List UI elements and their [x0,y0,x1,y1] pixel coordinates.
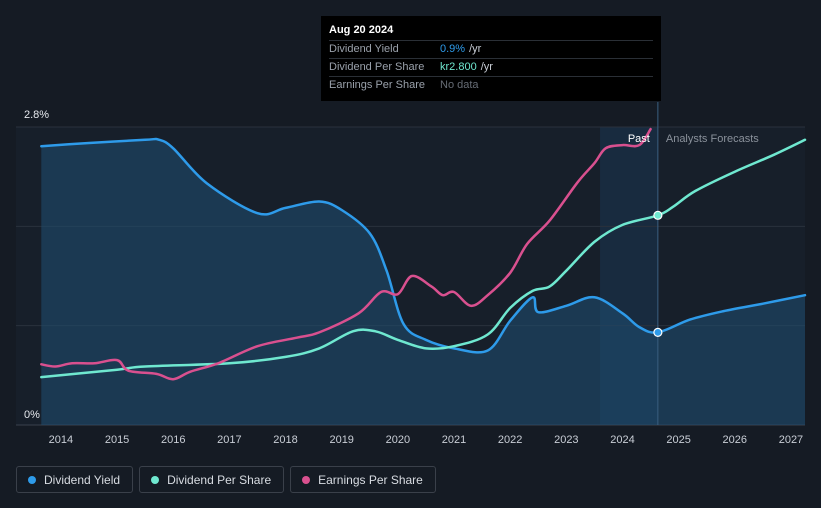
x-tick-label: 2017 [217,434,241,446]
legend-dot-icon [151,475,160,484]
forecast-label: Analysts Forecasts [666,133,759,145]
y-label-top: 2.8% [24,109,49,121]
x-tick-label: 2023 [554,434,578,446]
x-tick-label: 2026 [723,434,747,446]
legend-label: Dividend Per Share [167,472,272,487]
x-tick-label: 2025 [666,434,690,446]
tooltip-date: Aug 20 2024 [329,24,394,36]
tooltip-value: kr2.800 [440,61,477,73]
past-label: Past [628,133,650,145]
legend-dividend-yield[interactable]: Dividend Yield [16,466,134,493]
earnings-per-share-line [40,127,652,381]
dividend-per-share-marker [653,210,663,220]
tooltip-unit: /yr [469,43,482,55]
tooltip-value: No data [440,79,479,91]
tooltip-row-dividend-yield: Dividend Yield 0.9% /yr [329,40,653,58]
tooltip-label: Earnings Per Share [329,79,425,91]
dividend-per-share-line [40,138,807,379]
legend-dividend-per-share[interactable]: Dividend Per Share [139,466,285,493]
x-tick-label: 2015 [105,434,129,446]
legend-dot-icon [302,475,311,484]
x-tick-label: 2020 [386,434,410,446]
x-tick-label: 2018 [273,434,297,446]
x-tick-label: 2016 [161,434,185,446]
tooltip-label: Dividend Per Share [329,61,425,73]
legend-dot-icon [28,475,36,484]
tooltip-row-earnings-per-share: Earnings Per Share No data [329,76,653,94]
dividend-yield-area [41,139,806,426]
x-tick-label: 2019 [329,434,353,446]
legend-label: Earnings Per Share [318,472,423,487]
legend-earnings-per-share[interactable]: Earnings Per Share [290,466,436,493]
x-tick-label: 2022 [498,434,522,446]
tooltip-label: Dividend Yield [329,43,399,55]
tooltip-value: 0.9% [440,43,466,55]
y-label-bottom: 0% [24,409,40,421]
tooltip: Aug 20 2024 Dividend Yield 0.9% /yr Divi… [321,16,661,101]
x-tick-label: 2024 [610,434,634,446]
x-tick-label: 2021 [442,434,466,446]
tooltip-row-dividend-per-share: Dividend Per Share kr2.800 /yr [329,58,653,76]
dividend-yield-marker [653,327,663,338]
legend: Dividend Yield Dividend Per Share Earnin… [16,466,436,493]
legend-label: Dividend Yield [44,472,121,487]
x-tick-label: 2014 [49,434,73,446]
dividend-yield-line [40,137,807,354]
tooltip-unit: /yr [480,61,493,73]
x-tick-label: 2027 [779,434,803,446]
